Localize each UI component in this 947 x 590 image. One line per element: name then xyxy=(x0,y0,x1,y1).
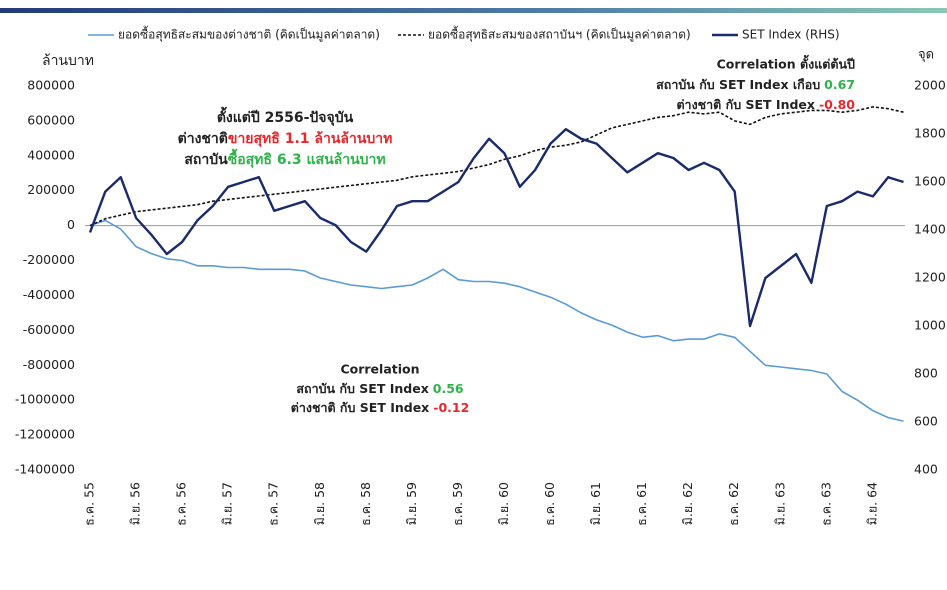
y-tick-label: 400000 xyxy=(27,147,75,162)
top-bar xyxy=(0,8,947,13)
annotation-title: Correlation ตั้งแต่ต้นปี xyxy=(717,55,855,72)
legend-label: SET Index (RHS) xyxy=(742,28,840,42)
y2-tick-label: 1400 xyxy=(914,222,946,237)
x-tick-label: มิ.ย. 61 xyxy=(588,482,603,525)
annotation-line: ต่างชาติ กับ SET Index -0.12 xyxy=(291,400,470,415)
x-tick-label: มิ.ย. 60 xyxy=(496,482,511,525)
y2-tick-label: 2000 xyxy=(914,78,946,93)
y-tick-label: -1200000 xyxy=(15,427,75,442)
x-tick-label: ธ.ค. 63 xyxy=(818,482,833,526)
annotation-title: ตั้งแต่ปี 2556-ปัจจุบัน xyxy=(217,106,354,126)
y-axis-label: ล้านบาท xyxy=(42,53,94,69)
y-tick-label: -800000 xyxy=(23,357,75,372)
annotation-label: ต่างชาติ กับ SET Index xyxy=(291,400,430,415)
y-tick-label: 0 xyxy=(67,217,75,232)
x-tick-label: ธ.ค. 55 xyxy=(82,482,97,526)
y2-tick-label: 600 xyxy=(914,414,938,429)
annotation-label: สถาบัน กับ SET Index xyxy=(296,381,428,396)
x-tick-label: ธ.ค. 62 xyxy=(726,482,741,526)
x-tick-label: มิ.ย. 59 xyxy=(404,482,419,525)
x-tick-label: มิ.ย. 57 xyxy=(220,482,235,525)
legend-label: ยอดซื้อสุทธิสะสมของสถาบันฯ (คิดเป็นมูลค่… xyxy=(428,26,691,43)
x-tick-label: ธ.ค. 61 xyxy=(634,482,649,526)
y-tick-label: 800000 xyxy=(27,78,75,93)
annotation-line: สถาบันซื้อสุทธิ 6.3 แสนล้านบาท xyxy=(184,148,385,168)
annotation-label: สถาบัน xyxy=(184,152,228,168)
y-tick-label: -200000 xyxy=(23,252,75,267)
series-line xyxy=(89,219,904,422)
x-tick-label: มิ.ย. 58 xyxy=(312,482,327,525)
annotation-line: ต่างชาติ กับ SET Index -0.80 xyxy=(676,97,855,112)
series-line xyxy=(88,127,904,328)
y2-axis-label: จุด xyxy=(918,48,934,63)
x-tick-label: มิ.ย. 64 xyxy=(864,482,879,525)
y2-tick-label: 1600 xyxy=(914,174,946,189)
series-line xyxy=(89,106,904,227)
x-tick-label: ธ.ค. 60 xyxy=(542,482,557,526)
annotation-value: -0.80 xyxy=(819,97,855,112)
y2-tick-label: 1800 xyxy=(914,126,946,141)
annotation-label: ต่างชาติ กับ SET Index xyxy=(676,97,815,112)
x-tick-label: ธ.ค. 58 xyxy=(358,482,373,526)
y-tick-label: 200000 xyxy=(27,182,75,197)
y-tick-label: -1000000 xyxy=(15,392,75,407)
annotation-title: Correlation xyxy=(340,362,419,377)
x-tick-label: มิ.ย. 63 xyxy=(772,482,787,525)
x-tick-label: ธ.ค. 59 xyxy=(450,482,465,526)
annotation-value: ซื้อสุทธิ 6.3 แสนล้านบาท xyxy=(228,148,386,168)
annotation-value: 0.56 xyxy=(433,381,464,396)
y2-tick-label: 800 xyxy=(914,366,938,381)
annotation-value: -0.12 xyxy=(433,400,469,415)
annotation-label: สถาบัน กับ SET Index เกือบ xyxy=(656,77,820,92)
legend-label: ยอดซื้อสุทธิสะสมของต่างชาติ (คิดเป็นมูลค… xyxy=(118,26,380,43)
annotation-value: 0.67 xyxy=(824,77,855,92)
x-tick-label: มิ.ย. 56 xyxy=(128,482,143,525)
x-tick-label: ธ.ค. 56 xyxy=(174,482,189,526)
y2-tick-label: 1200 xyxy=(914,270,946,285)
x-tick-label: ธ.ค. 57 xyxy=(266,482,281,526)
y-tick-label: -1400000 xyxy=(15,462,75,477)
annotation-line: สถาบัน กับ SET Index 0.56 xyxy=(296,381,464,396)
y2-tick-label: 400 xyxy=(914,462,938,477)
y-tick-label: -600000 xyxy=(23,322,75,337)
annotation-label: ต่างชาติ xyxy=(178,131,228,147)
y2-tick-label: 1000 xyxy=(914,318,946,333)
y-tick-label: 600000 xyxy=(27,112,75,127)
annotation-value: ขายสุทธิ 1.1 ล้านล้านบาท xyxy=(228,131,393,147)
y-tick-label: -400000 xyxy=(23,287,75,302)
annotation-line: สถาบัน กับ SET Index เกือบ 0.67 xyxy=(656,77,855,92)
x-tick-label: มิ.ย. 62 xyxy=(680,482,695,525)
annotation-line: ต่างชาติขายสุทธิ 1.1 ล้านล้านบาท xyxy=(178,131,393,147)
